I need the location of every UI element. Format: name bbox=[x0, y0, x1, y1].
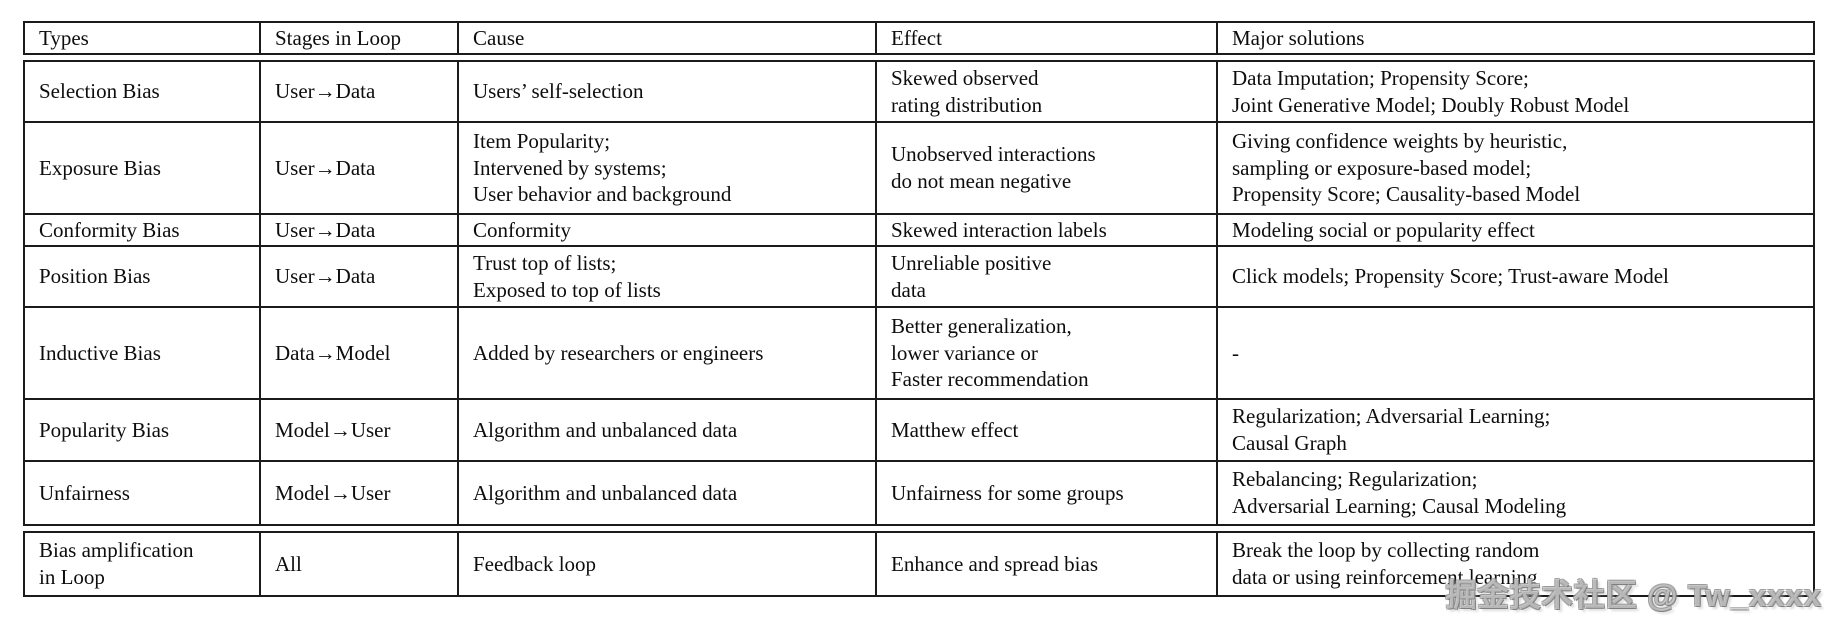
cell-cause: Item Popularity; Intervened by systems; … bbox=[459, 123, 877, 213]
cell-type: Conformity Bias bbox=[25, 215, 261, 246]
cell-type: Inductive Bias bbox=[25, 308, 261, 398]
cell-type: Exposure Bias bbox=[25, 123, 261, 213]
cell-cause: Algorithm and unbalanced data bbox=[459, 462, 877, 524]
table-row: Conformity Bias User→Data Conformity Ske… bbox=[25, 215, 1813, 247]
cell-type: Popularity Bias bbox=[25, 400, 261, 460]
cell-effect: Skewed observed rating distribution bbox=[877, 62, 1218, 121]
cell-effect: Matthew effect bbox=[877, 400, 1218, 460]
cell-stage: User→Data bbox=[261, 215, 459, 246]
table-header: Types Stages in Loop Cause Effect Major … bbox=[23, 21, 1815, 55]
cell-solutions: Break the loop by collecting random data… bbox=[1232, 538, 1540, 589]
table-header-row: Types Stages in Loop Cause Effect Major … bbox=[25, 23, 1813, 54]
cell-effect: Unobserved interactions do not mean nega… bbox=[877, 123, 1218, 213]
cell-cause: Algorithm and unbalanced data bbox=[459, 400, 877, 460]
column-header-effect: Effect bbox=[877, 23, 1218, 54]
table-row: Popularity Bias Model→User Algorithm and… bbox=[25, 400, 1813, 462]
cell-cause: Added by researchers or engineers bbox=[459, 308, 877, 398]
column-header-solutions: Major solutions bbox=[1232, 26, 1365, 50]
cell-solutions: Giving confidence weights by heuristic, … bbox=[1232, 129, 1581, 207]
cell-solutions: - bbox=[1232, 340, 1239, 365]
table-row: Position Bias User→Data Trust top of lis… bbox=[25, 247, 1813, 308]
cell-solutions: Regularization; Adversarial Learning; Ca… bbox=[1232, 404, 1551, 455]
cell-cause: Conformity bbox=[459, 215, 877, 246]
cell-stage: Data→Model bbox=[261, 308, 459, 398]
cell-effect: Enhance and spread bias bbox=[877, 533, 1218, 595]
cell-effect: Unreliable positive data bbox=[877, 247, 1218, 306]
cell-stage: All bbox=[261, 533, 459, 595]
cell-effect: Skewed interaction labels bbox=[877, 215, 1218, 246]
cell-stage: Model→User bbox=[261, 462, 459, 524]
table-row: Exposure Bias User→Data Item Popularity;… bbox=[25, 123, 1813, 215]
table-body: Selection Bias User→Data Users’ self-sel… bbox=[23, 60, 1815, 526]
cell-stage: User→Data bbox=[261, 247, 459, 306]
table-footer: Bias amplification in Loop All Feedback … bbox=[23, 531, 1815, 597]
table-row: Inductive Bias Data→Model Added by resea… bbox=[25, 308, 1813, 400]
table-row: Selection Bias User→Data Users’ self-sel… bbox=[25, 62, 1813, 123]
cell-cause: Trust top of lists; Exposed to top of li… bbox=[459, 247, 877, 306]
cell-type: Unfairness bbox=[25, 462, 261, 524]
cell-type: Bias amplification in Loop bbox=[25, 533, 261, 595]
cell-cause: Users’ self-selection bbox=[459, 62, 877, 121]
cell-stage: Model→User bbox=[261, 400, 459, 460]
column-header-stages: Stages in Loop bbox=[261, 23, 459, 54]
column-header-cause: Cause bbox=[459, 23, 877, 54]
cell-solutions: Click models; Propensity Score; Trust-aw… bbox=[1232, 264, 1669, 289]
table-row: Unfairness Model→User Algorithm and unba… bbox=[25, 462, 1813, 524]
cell-stage: User→Data bbox=[261, 123, 459, 213]
cell-solutions: Rebalancing; Regularization; Adversarial… bbox=[1232, 467, 1567, 518]
cell-effect: Unfairness for some groups bbox=[877, 462, 1218, 524]
table-row: Bias amplification in Loop All Feedback … bbox=[25, 533, 1813, 595]
cell-solutions: Data Imputation; Propensity Score; Joint… bbox=[1232, 65, 1630, 117]
cell-stage: User→Data bbox=[261, 62, 459, 121]
column-header-types: Types bbox=[25, 23, 261, 54]
cell-type: Position Bias bbox=[25, 247, 261, 306]
cell-cause: Feedback loop bbox=[459, 533, 877, 595]
cell-type: Selection Bias bbox=[25, 62, 261, 121]
cell-solutions: Modeling social or popularity effect bbox=[1232, 218, 1535, 242]
cell-effect: Better generalization, lower variance or… bbox=[877, 308, 1218, 398]
watermark: 掘金技术社区 @ Tw_xxxx bbox=[1445, 578, 1822, 613]
